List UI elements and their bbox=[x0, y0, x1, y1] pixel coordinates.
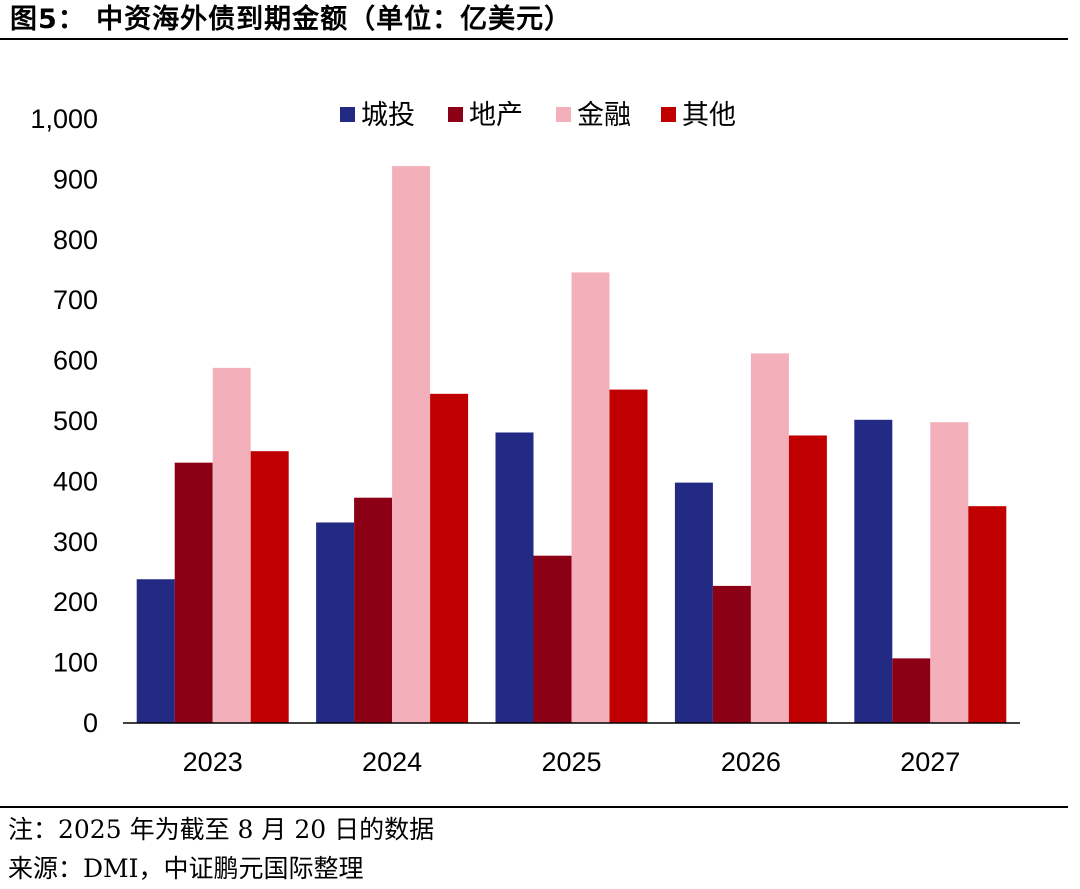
bar-2027-金融 bbox=[930, 422, 969, 723]
bar-2023-地产 bbox=[174, 462, 213, 723]
legend-label: 其他 bbox=[682, 100, 736, 131]
x-axis: 2023 2024 2025 2026 2027 bbox=[183, 747, 961, 777]
legend-swatch bbox=[340, 107, 355, 122]
bar-2023-其他 bbox=[250, 451, 289, 723]
bar-2024-其他 bbox=[430, 393, 469, 723]
y-tick-label: 900 bbox=[53, 164, 98, 194]
top-rule bbox=[0, 38, 1068, 40]
legend-label: 金融 bbox=[577, 100, 631, 131]
bar-2025-地产 bbox=[533, 555, 572, 723]
x-tick-label: 2023 bbox=[183, 747, 243, 777]
y-tick-label: 300 bbox=[53, 527, 98, 557]
y-tick-label: 1,000 bbox=[30, 104, 98, 134]
y-tick-label: 700 bbox=[53, 285, 98, 315]
bar-2024-金融 bbox=[392, 166, 431, 723]
bar-2024-城投 bbox=[316, 522, 355, 723]
figure-title: 图5： 中资海外债到期金额（单位：亿美元） bbox=[10, 4, 573, 35]
x-tick-label: 2025 bbox=[541, 747, 601, 777]
bar-2026-其他 bbox=[788, 435, 827, 723]
x-tick-label: 2027 bbox=[900, 747, 960, 777]
legend-label: 城投 bbox=[361, 100, 415, 131]
bar-2026-金融 bbox=[750, 353, 789, 723]
y-tick-label: 200 bbox=[53, 587, 98, 617]
x-tick-label: 2024 bbox=[362, 747, 422, 777]
bar-2026-城投 bbox=[674, 482, 713, 723]
bars-group bbox=[136, 166, 1007, 723]
bar-2023-金融 bbox=[212, 367, 251, 723]
legend-swatch bbox=[661, 107, 676, 122]
x-tick-label: 2026 bbox=[721, 747, 781, 777]
legend-swatch bbox=[448, 107, 463, 122]
y-tick-label: 800 bbox=[53, 225, 98, 255]
bar-2026-地产 bbox=[712, 585, 751, 723]
bar-2025-其他 bbox=[609, 389, 648, 723]
y-tick-label: 500 bbox=[53, 406, 98, 436]
bar-2025-金融 bbox=[571, 272, 610, 723]
y-tick-label: 400 bbox=[53, 466, 98, 496]
bar-2027-城投 bbox=[854, 419, 893, 723]
bar-2024-地产 bbox=[354, 497, 393, 723]
legend-swatch bbox=[556, 107, 571, 122]
legend-label: 地产 bbox=[469, 100, 523, 131]
y-tick-label: 600 bbox=[53, 346, 98, 376]
y-tick-label: 0 bbox=[83, 708, 98, 738]
source-note: 来源：DMI，中证鹏元国际整理 bbox=[8, 854, 364, 883]
y-axis: 0 100 200 300 400 500 600 700 800 900 1,000 bbox=[30, 104, 98, 738]
bar-2025-城投 bbox=[495, 432, 534, 723]
legend: 城投 地产 金融 其他 bbox=[340, 100, 736, 131]
bar-2023-城投 bbox=[136, 579, 175, 723]
bar-2027-其他 bbox=[968, 506, 1007, 723]
bar-2027-地产 bbox=[892, 658, 931, 723]
footnote: 注：2025 年为截至 8 月 20 日的数据 bbox=[8, 815, 435, 844]
bottom-rule bbox=[0, 806, 1068, 808]
y-tick-label: 100 bbox=[53, 648, 98, 678]
